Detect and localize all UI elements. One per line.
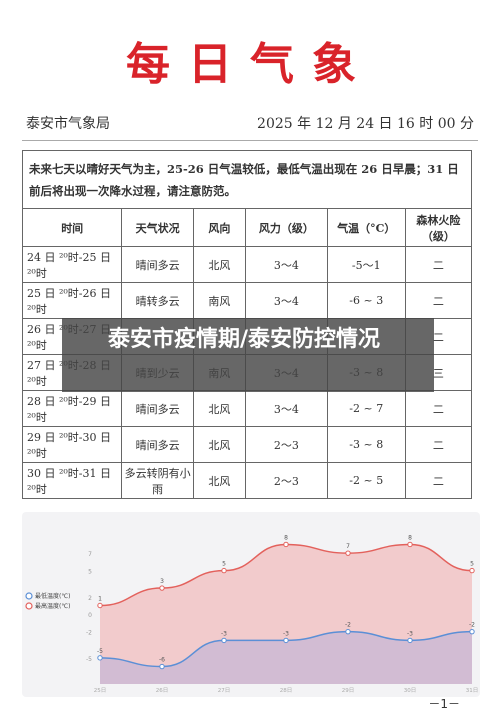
cell-weather: 晴间多云 <box>121 390 194 427</box>
col-wind-direction: 风向 <box>192 208 246 247</box>
cell-wind-force: 3～4 <box>244 390 328 427</box>
cell-wind-force: 2～3 <box>244 426 328 463</box>
temperature-chart-svg: 7 5 2 0 -2 -5 1 3 5 8 7 8 5 -5 -6 -3 -3 -2 -3 -2 25日 26日 27日 28… <box>25 534 479 694</box>
data-point <box>345 550 351 556</box>
data-point <box>97 602 103 609</box>
y-tick-label: -5 <box>86 656 92 663</box>
overlay-banner <box>62 318 434 392</box>
data-label: -3 <box>407 630 413 637</box>
table-header-row: 时间 天气状况 风向 风力（级） 气温（°C） 森林火险（级） <box>21 208 473 247</box>
page-number: －1－ <box>428 697 460 711</box>
cell-weather: 多云转阴有小雨 <box>121 462 194 499</box>
data-point <box>407 541 413 548</box>
cell-temperature: -2 ~ 7 <box>326 390 406 427</box>
cell-fire-risk: 二 <box>404 426 473 463</box>
col-wind-force: 风力（级） <box>244 208 328 247</box>
data-label: -3 <box>283 630 289 637</box>
cell-fire-risk: 二 <box>404 390 473 427</box>
y-tick-label: 0 <box>88 612 92 619</box>
header-divider <box>22 140 478 141</box>
table-row: 24 日 ²⁰时-25 日 ²⁰时 晴间多云 北风 3～4 -5～1 二 <box>21 246 473 283</box>
data-label: 8 <box>284 534 288 541</box>
x-tick-label: 28日 <box>280 687 293 694</box>
legend-marker <box>25 592 33 600</box>
legend-label: 最高温度(℃) <box>35 602 70 610</box>
data-label: -3 <box>221 630 227 637</box>
data-label: 1 <box>98 596 102 603</box>
x-tick-label: 30日 <box>404 687 417 694</box>
cell-time: 30 日 ²⁰时-31 日 ²⁰时 <box>21 462 123 499</box>
temperature-chart: 7 5 2 0 -2 -5 1 3 5 8 7 8 5 -5 -6 -3 -3 -2 -3 -2 25日 26日 27日 28… <box>22 512 480 697</box>
data-point <box>469 628 475 635</box>
data-label: 8 <box>408 534 412 541</box>
data-label: 5 <box>470 561 474 568</box>
issue-datetime: 2025 年 12 月 24 日 16 时 00 分 <box>257 116 474 132</box>
cell-time: 29 日 ²⁰时-30 日 ²⁰时 <box>21 426 123 463</box>
data-point <box>407 637 413 644</box>
cell-wind-direction: 南风 <box>192 282 246 319</box>
col-time: 时间 <box>21 208 123 247</box>
data-point <box>469 567 475 574</box>
y-tick-label: 2 <box>88 595 92 602</box>
cell-time: 28 日 ²⁰时-29 日 ²⁰时 <box>21 390 123 427</box>
data-point <box>345 628 351 635</box>
x-tick-label: 27日 <box>218 687 231 694</box>
col-weather: 天气状况 <box>121 208 194 247</box>
cell-wind-force: 3～4 <box>244 246 328 283</box>
data-label: -2 <box>469 622 475 629</box>
cell-temperature: -2 ~ 5 <box>326 462 406 499</box>
x-tick-label: 29日 <box>342 687 355 694</box>
cell-wind-direction: 北风 <box>192 246 246 283</box>
cell-fire-risk: 二 <box>404 462 473 499</box>
x-tick-label: 26日 <box>156 687 169 694</box>
page-title: 每日气象 <box>126 39 374 90</box>
data-point <box>159 585 165 591</box>
cell-weather: 晴间多云 <box>121 246 194 283</box>
forecast-notice: 未来七天以晴好天气为主，25-26 日气温较低，最低气温出现在 26 日早晨；3… <box>22 150 472 209</box>
data-label: -2 <box>345 622 351 629</box>
cell-fire-risk: 二 <box>404 246 473 283</box>
cell-wind-direction: 北风 <box>192 390 246 427</box>
cell-temperature: -3 ~ 8 <box>326 426 406 463</box>
cell-wind-direction: 北风 <box>192 462 246 499</box>
cell-wind-force: 2～3 <box>244 462 328 499</box>
data-label: 7 <box>346 543 350 550</box>
data-label: -5 <box>97 648 103 655</box>
y-tick-label: -2 <box>86 630 92 637</box>
data-label: 3 <box>160 578 164 585</box>
y-tick-label: 7 <box>88 551 92 558</box>
cell-time: 25 日 ²⁰时-26 日 ²⁰时 <box>21 282 123 319</box>
data-point <box>159 663 165 670</box>
cell-wind-force: 3～4 <box>244 282 328 319</box>
x-tick-label: 31日 <box>466 687 479 694</box>
x-tick-label: 25日 <box>94 687 107 694</box>
series-area-low <box>100 631 472 684</box>
cell-temperature: -5～1 <box>326 246 406 283</box>
cell-weather: 晴转多云 <box>121 282 194 319</box>
col-temperature: 气温（°C） <box>326 208 406 247</box>
data-point <box>283 541 289 548</box>
cell-weather: 晴间多云 <box>121 426 194 463</box>
data-point <box>221 567 227 574</box>
data-point <box>283 637 289 644</box>
data-label: -6 <box>159 657 165 664</box>
col-fire-risk: 森林火险（级） <box>404 208 473 247</box>
legend-label: 最低温度(℃) <box>35 592 70 600</box>
legend-marker <box>25 602 33 610</box>
data-label: 5 <box>222 561 226 568</box>
y-tick-label: 5 <box>88 569 92 576</box>
data-point <box>97 655 103 661</box>
cell-wind-direction: 北风 <box>192 426 246 463</box>
agency-name: 泰安市气象局 <box>26 116 110 132</box>
overlay-banner-text: 泰安市疫情期/泰安防控情况 <box>107 327 381 352</box>
cell-temperature: -6 ~ 3 <box>326 282 406 319</box>
data-point <box>221 637 227 644</box>
cell-time: 24 日 ²⁰时-25 日 ²⁰时 <box>21 246 123 283</box>
cell-fire-risk: 二 <box>404 282 473 319</box>
